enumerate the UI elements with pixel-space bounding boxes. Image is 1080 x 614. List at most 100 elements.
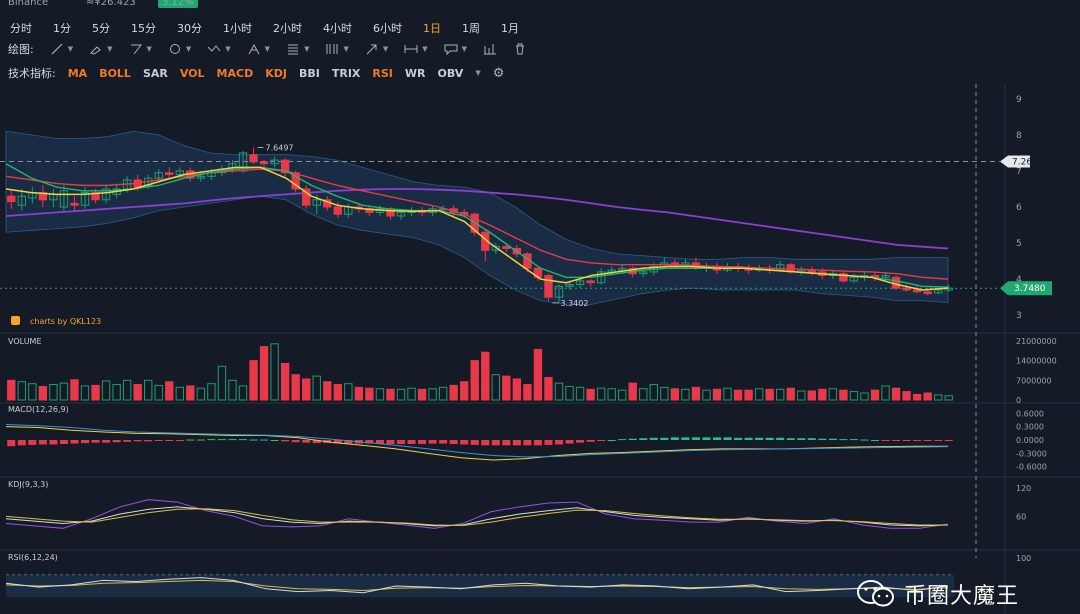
macd-histogram-bar — [797, 438, 806, 440]
brush-tool-icon[interactable]: ▼ — [89, 43, 113, 55]
macd-histogram-bar — [396, 440, 406, 444]
macd-histogram-bar — [544, 440, 553, 445]
macd-histogram-bar — [17, 440, 26, 446]
timeframe-tab[interactable]: 1月 — [501, 22, 519, 35]
line-tool-icon[interactable]: ▼ — [50, 43, 73, 55]
macd-histogram-bar — [302, 440, 311, 443]
macd-histogram-bar — [765, 437, 774, 440]
volume-bar — [839, 389, 848, 401]
macd-histogram-bar — [934, 440, 943, 441]
kdj-j-line — [5, 499, 949, 529]
timeframe-tab[interactable]: 5分 — [92, 22, 110, 35]
indicator-ma[interactable]: MA — [67, 66, 88, 80]
indicator-boll[interactable]: BOLL — [99, 66, 131, 80]
volume-bar — [554, 382, 564, 401]
volume-bar — [302, 378, 311, 401]
wave-tool-icon[interactable]: ▼ — [207, 43, 231, 55]
indicator-bbi[interactable]: BBI — [298, 66, 320, 80]
timeframe-tab[interactable]: 1分 — [53, 22, 71, 35]
arrow-tool-icon[interactable]: ▼ — [365, 43, 388, 55]
macd-histogram-bar — [291, 440, 300, 443]
indicator-trix[interactable]: TRIX — [331, 66, 361, 80]
timeframe-tab[interactable]: 30分 — [177, 22, 202, 35]
macd-histogram-bar — [892, 440, 901, 441]
y-tick-label: 6 — [1016, 203, 1022, 213]
volume-bar — [344, 383, 353, 401]
macd-histogram-bar — [38, 440, 47, 445]
indicator-wr[interactable]: WR — [404, 66, 426, 80]
volume-bar — [28, 383, 37, 401]
layers-tool-icon[interactable] — [483, 43, 497, 55]
current-price-tag — [1000, 281, 1052, 296]
macd-histogram-bar — [249, 439, 258, 441]
macd-histogram-bar — [628, 438, 637, 440]
volume-bar — [649, 384, 658, 401]
trash-icon[interactable] — [513, 43, 527, 55]
macd-tick-label: 0.0000 — [1016, 436, 1044, 445]
fork-tool-icon[interactable]: ▼ — [247, 43, 270, 55]
volume-bar — [59, 382, 69, 401]
indicator-rsi[interactable]: RSI — [372, 66, 393, 80]
volume-bar — [891, 387, 901, 401]
volume-bar — [144, 379, 153, 401]
macd-histogram-bar — [460, 440, 469, 445]
volume-bar — [807, 390, 816, 401]
candle-body — [302, 188, 311, 206]
volume-bar — [512, 378, 522, 401]
indicator-kdj[interactable]: KDJ — [265, 66, 287, 80]
volume-bar — [312, 375, 321, 401]
timeframe-tab[interactable]: 1日 — [423, 22, 441, 35]
chart-area[interactable]: 9 8 7 6 5 4 3 7.263 3.7480 7.6497 3.3402 charts by … — [0, 84, 1080, 614]
indicator-macd[interactable]: MACD — [216, 66, 254, 80]
candle-body — [575, 280, 585, 286]
volume-bar — [7, 379, 16, 401]
volume-bar — [870, 389, 880, 401]
text-tool-icon[interactable]: ▼ — [286, 43, 309, 55]
macd-histogram-bar — [112, 440, 121, 443]
triangle-tool-icon[interactable]: ▼ — [129, 43, 152, 55]
candle-body — [586, 280, 595, 284]
macd-histogram-bar — [839, 439, 848, 441]
timeframe-tab[interactable]: 2小时 — [273, 22, 302, 35]
gear-icon[interactable]: ⚙ — [492, 65, 505, 81]
candle-body — [902, 287, 911, 291]
candle-body — [175, 170, 184, 176]
macd-histogram-bar — [91, 440, 100, 443]
bar-tool-icon[interactable]: ▼ — [325, 43, 349, 55]
price-cny: ≈¥26.423 — [86, 0, 136, 8]
macd-histogram-bar — [734, 437, 743, 440]
macd-histogram-bar — [333, 440, 342, 444]
macd-histogram-bar — [154, 440, 163, 441]
candle-body — [80, 192, 90, 206]
indicator-obv[interactable]: OBV — [437, 66, 464, 80]
macd-tick-label: -0.3000 — [1016, 449, 1047, 458]
indicator-vol[interactable]: VOL — [179, 66, 205, 80]
candlestick-chart[interactable]: 9 8 7 6 5 4 3 7.263 3.7480 7.6497 3.3402 charts by … — [0, 84, 1080, 614]
macd-histogram-bar — [691, 437, 700, 440]
volume-bar — [217, 365, 227, 401]
chevron-down-icon[interactable]: ▼ — [475, 69, 481, 77]
timeframe-tab[interactable]: 分时 — [10, 22, 32, 35]
timeframe-tab[interactable]: 1小时 — [223, 22, 252, 35]
timeframe-tab[interactable]: 4小时 — [323, 22, 352, 35]
macd-histogram-bar — [133, 440, 142, 442]
change-badge: 3.12% — [158, 0, 198, 8]
comment-tool-icon[interactable]: ▼ — [444, 43, 467, 55]
macd-histogram-bar — [512, 440, 521, 446]
indicator-sar[interactable]: SAR — [142, 66, 168, 80]
macd-histogram-bar — [375, 440, 384, 444]
timeframe-tab[interactable]: 1周 — [462, 22, 480, 35]
macd-histogram-bar — [70, 440, 79, 444]
y-tick-label: 3 — [1016, 311, 1022, 321]
top-ticker-bar: Binance ≈¥26.423 3.12% — [0, 0, 1080, 12]
timeframe-tab[interactable]: 6小时 — [373, 22, 402, 35]
macd-histogram-bar — [28, 440, 37, 445]
timeframe-tab[interactable]: 15分 — [131, 22, 156, 35]
volume-bar — [165, 381, 174, 401]
volume-bar — [259, 346, 269, 401]
range-tool-icon[interactable]: ▼ — [404, 43, 428, 55]
macd-histogram-bar — [586, 440, 595, 442]
circle-tool-icon[interactable]: ▼ — [168, 43, 191, 55]
macd-histogram-bar — [217, 439, 226, 441]
volume-bar — [712, 388, 722, 401]
